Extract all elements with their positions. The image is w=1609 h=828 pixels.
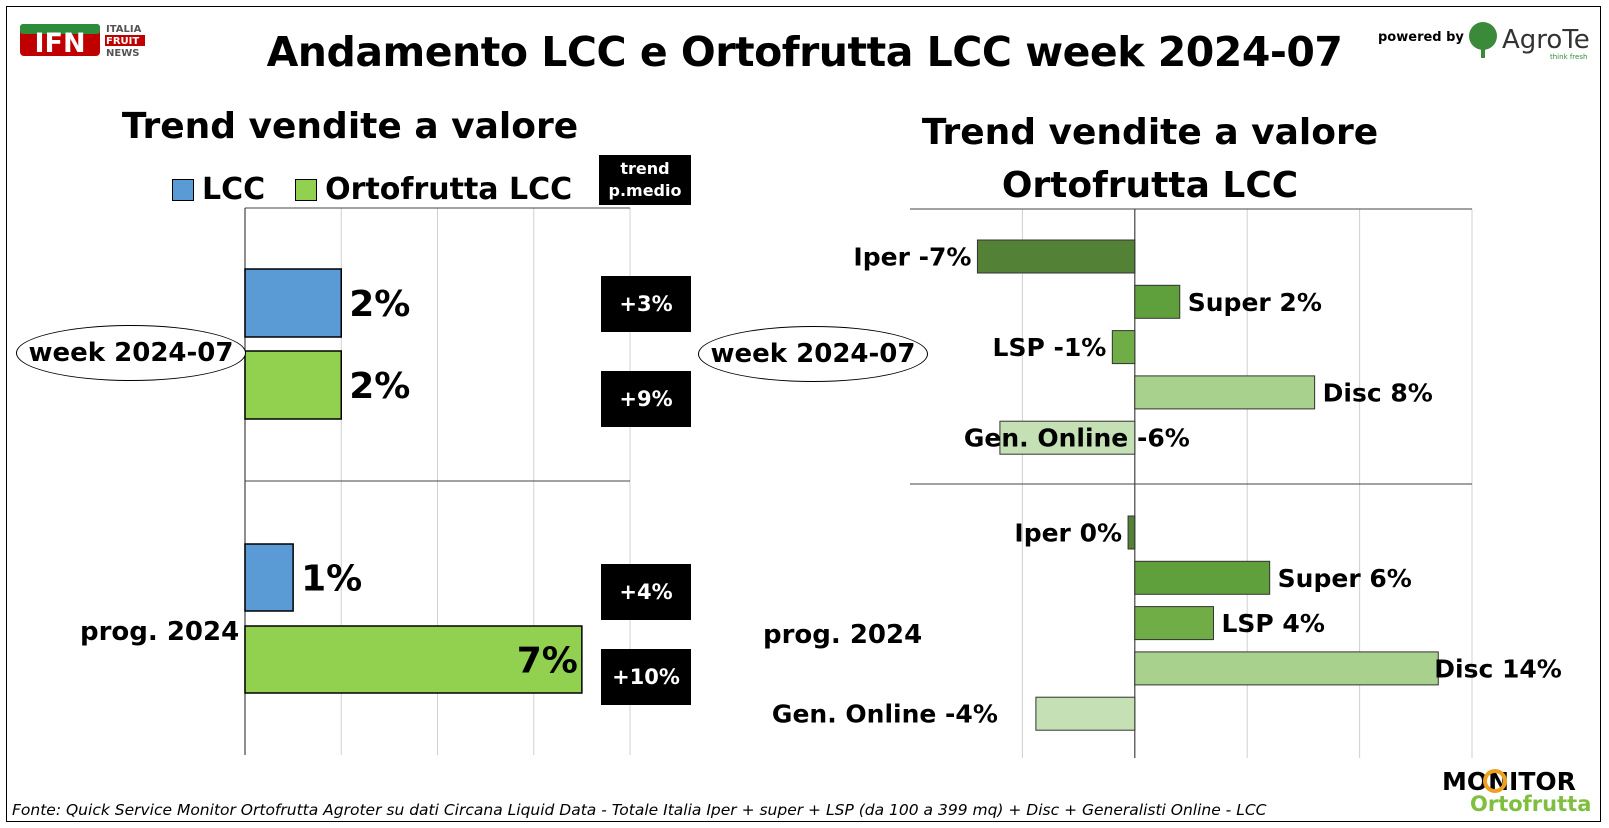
right-category-week: week 2024-07 (698, 326, 928, 382)
tree-icon (1469, 22, 1497, 50)
monitor-logo-top: MONITOR (1442, 767, 1576, 796)
left-bar-chart: 2% 2% 1% 7% (244, 207, 631, 755)
bar-value-label: Disc 14% (1434, 654, 1562, 683)
trend-badge-week-ortofrutta: +9% (601, 371, 691, 427)
right-chart-title-line2: Ortofrutta LCC (1001, 165, 1299, 206)
monitor-logo-bottom: Ortofrutta (1470, 792, 1591, 813)
bar-lsp-1 (1134, 606, 1214, 641)
source-footnote: Fonte: Quick Service Monitor Ortofrutta … (12, 801, 1267, 819)
trend-header-line1: trend (620, 159, 670, 178)
bar-super-0 (1134, 284, 1181, 319)
bar-super-1 (1134, 560, 1271, 595)
left-legend: LCC Ortofrutta LCC (172, 172, 602, 207)
bar-iper-0 (976, 239, 1136, 274)
monitor-ortofrutta-logo: MONITOR Ortofrutta (1442, 765, 1602, 817)
trend-badge-week-lcc: +3% (601, 276, 691, 332)
legend-label-ortofrutta: Ortofrutta LCC (325, 172, 573, 207)
bar-ortofrutta-0 (244, 350, 342, 420)
left-chart-title: Trend vendite a valore (121, 106, 579, 147)
bar-value-label: LSP 4% (1221, 609, 1324, 638)
bar-value-label: 2% (349, 366, 410, 407)
main-title: Andamento LCC e Ortofrutta LCC week 2024… (266, 28, 1343, 76)
bar-value-label: Gen. Online -6% (964, 424, 1190, 453)
bar-disc-1 (1134, 651, 1439, 686)
bar-online-1 (1035, 696, 1136, 731)
bar-value-label: Super 6% (1278, 564, 1412, 593)
bar-value-label: Iper 0% (1014, 519, 1122, 548)
legend-item-lcc: LCC (172, 172, 265, 207)
left-category-prog: prog. 2024 (80, 617, 240, 647)
bar-ortofrutta-1 (244, 625, 583, 694)
ifn-logo: IFN ITALIA FRUIT NEWS (20, 20, 160, 60)
agroter-wordmark: AgroTer (1502, 25, 1591, 55)
chart-frame (6, 6, 1601, 822)
legend-item-ortofrutta: Ortofrutta LCC (295, 172, 572, 207)
trend-pmedio-header: trend p.medio (599, 155, 691, 205)
svg-text:IFN: IFN (34, 28, 85, 59)
legend-swatch-lcc (172, 178, 194, 201)
bar-value-label: 1% (301, 559, 362, 600)
bar-value-label: Iper -7% (853, 243, 971, 272)
right-chart-title-line1: Trend vendite a valore (921, 112, 1379, 153)
bar-lcc-1 (244, 543, 294, 612)
bar-value-label: 7% (517, 641, 578, 682)
bar-lcc-0 (244, 268, 342, 338)
svg-text:NEWS: NEWS (106, 48, 139, 59)
magnifier-icon (1483, 769, 1507, 793)
legend-swatch-ortofrutta (295, 178, 318, 201)
bar-value-label: Disc 8% (1323, 378, 1433, 407)
powered-by-label: powered by (1378, 30, 1464, 45)
ifn-logo-mark: IFN ITALIA FRUIT NEWS (20, 24, 145, 59)
right-bar-chart: Iper -7% Super 2% LSP -1% Disc 8% Gen. Onlin… (772, 208, 1562, 758)
bar-value-label: Super 2% (1188, 288, 1322, 317)
bar-value-label: Gen. Online -4% (772, 700, 998, 729)
right-chart-title: Trend vendite a valore Ortofrutta LCC (900, 106, 1400, 212)
right-category-prog: prog. 2024 (763, 620, 923, 650)
bar-iper-1 (1127, 515, 1136, 550)
trend-badge-prog-lcc: +4% (601, 564, 691, 620)
trend-header-line2: p.medio (608, 181, 682, 200)
bar-value-label: 2% (349, 284, 410, 325)
svg-text:ITALIA: ITALIA (106, 24, 142, 35)
bar-lsp-0 (1111, 330, 1136, 365)
trend-badge-prog-ortofrutta: +10% (601, 649, 691, 705)
bar-online-0 (999, 420, 1136, 455)
agroter-tagline: think fresh (1550, 53, 1587, 61)
legend-label-lcc: LCC (202, 172, 266, 207)
svg-text:FRUIT: FRUIT (106, 36, 139, 47)
bar-value-label: LSP -1% (993, 333, 1107, 362)
agroter-logo: AgroTer think fresh (1466, 18, 1601, 66)
bar-disc-0 (1134, 375, 1316, 410)
left-category-week: week 2024-07 (16, 325, 246, 381)
